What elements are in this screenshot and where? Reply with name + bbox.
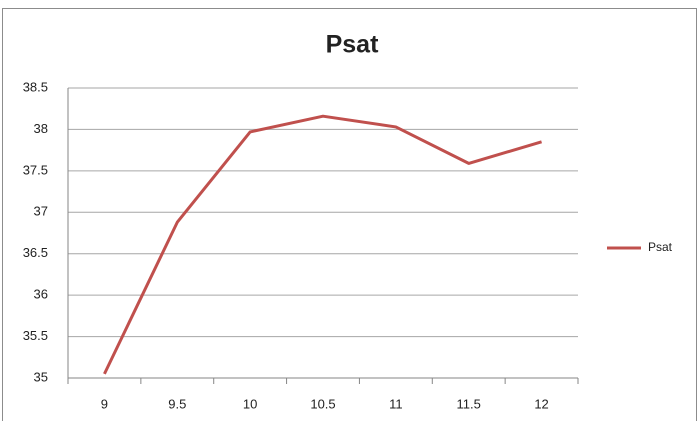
y-tick-label: 35 — [34, 369, 48, 384]
x-tick-label: 11.5 — [457, 396, 481, 411]
x-tick-label: 9 — [101, 396, 108, 411]
x-tick-label: 10 — [243, 396, 257, 411]
x-tick-label: 12 — [534, 396, 548, 411]
legend-label: Psat — [648, 240, 673, 254]
y-tick-label: 37 — [34, 204, 48, 219]
chart-frame — [2, 8, 697, 421]
y-tick-label: 36 — [34, 287, 48, 302]
y-tick-label: 38.5 — [23, 79, 48, 94]
x-tick-label: 9.5 — [168, 396, 186, 411]
y-tick-label: 38 — [34, 121, 48, 136]
chart-title: Psat — [326, 31, 379, 59]
y-tick-label: 35.5 — [23, 328, 48, 343]
x-tick-label: 10.5 — [310, 396, 335, 411]
y-tick-label: 37.5 — [23, 162, 48, 177]
y-tick-label: 36.5 — [23, 245, 48, 260]
series-line — [103, 114, 542, 375]
x-tick-label: 11 — [389, 396, 403, 411]
